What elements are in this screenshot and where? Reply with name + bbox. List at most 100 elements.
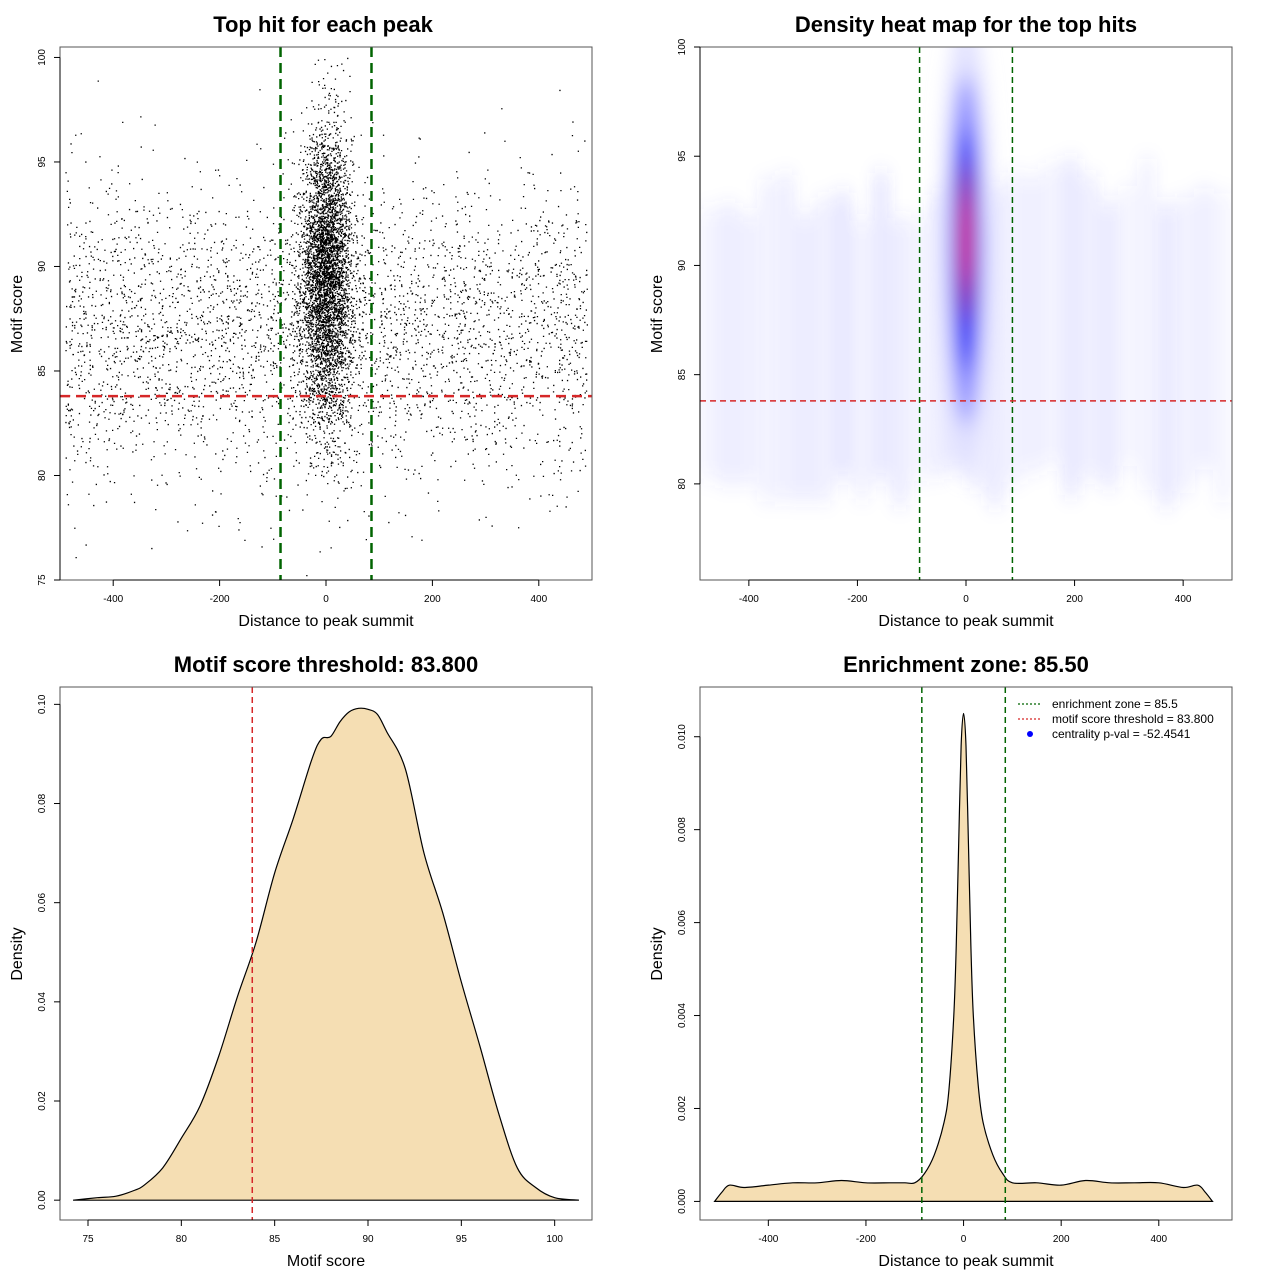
x-axis-label: Distance to peak summit — [878, 1253, 1054, 1270]
x-axis: -400 -200 0 200 400 — [103, 579, 548, 605]
heatmap-background-cell — [871, 172, 891, 480]
y-tick-label: 0.00 — [37, 1190, 48, 1210]
y-tick-label: 0.02 — [37, 1091, 48, 1111]
x-tick-label: -400 — [758, 1234, 778, 1245]
x-axis-label: Distance to peak summit — [238, 613, 414, 630]
x-tick-label: -200 — [856, 1234, 876, 1245]
y-tick-label: 100 — [677, 38, 688, 55]
heatmap-blob-peak — [962, 191, 970, 288]
heatmap-background-cell — [795, 214, 815, 501]
x-tick-label: 75 — [82, 1234, 94, 1245]
x-axis-label: Motif score — [287, 1253, 365, 1270]
heatmap-central-density — [939, 47, 993, 473]
x-tick-label: 200 — [1053, 1234, 1070, 1245]
y-tick-label: 90 — [37, 260, 48, 272]
y-axis: 0.00 0.02 0.04 0.06 0.08 0.10 — [37, 694, 61, 1210]
x-tick-label: 100 — [546, 1234, 563, 1245]
y-tick-label: 0.000 — [677, 1188, 688, 1213]
panel-heatmap: Density heat map for the top hits -400 -2… — [649, 12, 1233, 630]
x-axis-label: Distance to peak summit — [878, 613, 1054, 630]
y-axis-label: Density — [9, 927, 26, 980]
x-tick-label: -400 — [739, 594, 759, 605]
heatmap-background-cell — [1004, 173, 1024, 482]
panel-scatter: Top hit for each peak -400 -200 0 200 400 75… — [9, 12, 593, 630]
panel-score-density-title: Motif score threshold: 83.800 — [174, 652, 478, 677]
scatter-points — [65, 57, 589, 577]
heatmap-background-cell — [1042, 165, 1062, 465]
y-tick-label: 0.010 — [677, 724, 688, 749]
x-tick-label: 400 — [530, 594, 547, 605]
y-axis: 75 80 85 90 95 100 — [37, 49, 61, 586]
y-tick-label: 85 — [677, 369, 688, 381]
heatmap-background-cell — [738, 214, 758, 484]
y-tick-label: 0.06 — [37, 893, 48, 913]
heatmap-background-cell — [1137, 159, 1157, 490]
y-axis: 80 85 90 95 100 — [677, 38, 701, 490]
y-tick-label: 0.006 — [677, 910, 688, 935]
y-axis-label: Motif score — [9, 275, 26, 353]
heatmap-background-cell — [852, 220, 872, 499]
x-tick-label: 80 — [176, 1234, 188, 1245]
heatmap-background-cell — [833, 192, 853, 479]
panel-score-density: Motif score threshold: 83.800 75 80 85 90 95… — [9, 652, 593, 1270]
y-tick-label: 80 — [677, 478, 688, 490]
heatmap-background-cell — [814, 198, 834, 501]
y-axis-label: Motif score — [649, 275, 666, 353]
y-axis: 0.000 0.002 0.004 0.006 0.008 0.010 — [677, 724, 701, 1214]
heatmap-background-cell — [1194, 188, 1214, 470]
y-tick-label: 0.002 — [677, 1096, 688, 1121]
x-axis: 75 80 85 90 95 100 — [82, 1219, 563, 1245]
x-axis: -400 -200 0 200 400 — [739, 579, 1192, 605]
panel-distance-density: Enrichment zone: 85.50 -400 -200 0 200 400 0… — [649, 652, 1233, 1270]
x-tick-label: 200 — [1066, 594, 1083, 605]
panel-heatmap-title: Density heat map for the top hits — [795, 12, 1137, 37]
x-tick-label: -200 — [210, 594, 230, 605]
heatmap-background-cell — [1061, 159, 1081, 495]
y-tick-label: 75 — [37, 574, 48, 586]
legend-label-enrichment-zone: enrichment zone = 85.5 — [1052, 697, 1178, 711]
heatmap-background-cell — [1023, 175, 1043, 472]
plot-frame — [59, 46, 593, 581]
x-tick-label: -200 — [847, 594, 867, 605]
legend-label-centrality: centrality p-val = -52.4541 — [1052, 727, 1191, 741]
heatmap-background-cell — [776, 175, 796, 500]
heatmap-background-cell — [1175, 197, 1195, 494]
density-area — [73, 707, 579, 1201]
heatmap-background-cell — [1213, 193, 1232, 503]
x-tick-label: 0 — [963, 594, 969, 605]
x-tick-label: 0 — [961, 1234, 967, 1245]
legend-point-centrality — [1027, 731, 1033, 737]
x-tick-label: 95 — [456, 1234, 468, 1245]
y-tick-label: 0.008 — [677, 817, 688, 842]
x-tick-label: 400 — [1150, 1234, 1167, 1245]
y-tick-label: 0.10 — [37, 694, 48, 714]
x-tick-label: 90 — [362, 1234, 374, 1245]
legend: enrichment zone = 85.5 motif score thres… — [1018, 697, 1214, 741]
heatmap-background-cell — [1080, 176, 1100, 478]
y-tick-label: 100 — [37, 49, 48, 66]
heatmap-background-cell — [1099, 202, 1119, 487]
x-tick-label: 200 — [424, 594, 441, 605]
x-tick-label: 85 — [269, 1234, 281, 1245]
heatmap-background-cell — [1156, 204, 1176, 506]
heatmap-background-cell — [1118, 185, 1138, 467]
y-tick-label: 90 — [677, 259, 688, 271]
y-tick-label: 0.004 — [677, 1003, 688, 1028]
heatmap-background-cell — [700, 208, 720, 479]
legend-label-motif-threshold: motif score threshold = 83.800 — [1052, 712, 1214, 726]
x-tick-label: 400 — [1175, 594, 1192, 605]
x-tick-label: 0 — [323, 594, 329, 605]
y-tick-label: 95 — [37, 156, 48, 168]
panel-scatter-title: Top hit for each peak — [213, 12, 433, 37]
y-tick-label: 0.08 — [37, 793, 48, 813]
x-tick-label: -400 — [103, 594, 123, 605]
y-tick-label: 80 — [37, 469, 48, 481]
y-tick-label: 95 — [677, 150, 688, 162]
y-tick-label: 0.04 — [37, 992, 48, 1012]
panel-distance-density-title: Enrichment zone: 85.50 — [843, 652, 1089, 677]
heatmap-background-cell — [757, 179, 777, 502]
density-area — [713, 712, 1214, 1203]
x-axis: -400 -200 0 200 400 — [758, 1219, 1168, 1245]
y-axis-label: Density — [649, 927, 666, 980]
